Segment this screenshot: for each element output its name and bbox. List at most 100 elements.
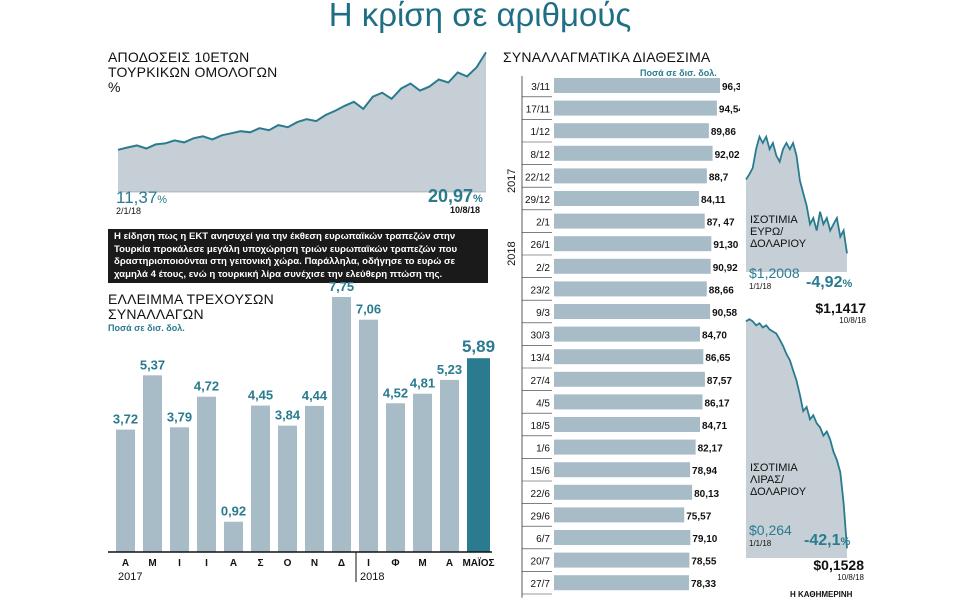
reserves-date-label: 29/6 (531, 511, 551, 522)
deficit-value-label: 4,45 (248, 388, 273, 403)
eur-change-value: -4,92 (806, 274, 843, 291)
try-usd-chart (745, 318, 848, 558)
reserves-value-label: 86,17 (705, 398, 730, 409)
reserves-date-label: 20/7 (531, 557, 551, 568)
news-box: Η είδηση πως η ΕΚΤ ανησυχεί για την έκθε… (108, 229, 488, 283)
reserves-bar (554, 236, 712, 252)
try-panel-title: ΙΣΟΤΙΜΙΑ ΛΙΡΑΣ/ ΔΟΛΑΡΙΟΥ (750, 462, 806, 498)
deficit-bar (386, 403, 405, 552)
bond-start-unit: % (157, 194, 168, 206)
reserves-date-label: 6/7 (536, 534, 550, 545)
deficit-year-2018: 2018 (360, 571, 384, 583)
deficit-month-label: Ι (367, 558, 370, 569)
reserves-value-label: 86,65 (705, 353, 730, 364)
reserves-date-label: 4/5 (536, 398, 550, 409)
deficit-value-label: 4,72 (194, 379, 219, 394)
reserves-value-label: 82,17 (698, 444, 723, 455)
reserves-value-label: 89,86 (711, 127, 736, 138)
reserves-date-label: 15/6 (531, 466, 551, 477)
reserves-date-label: 13/4 (531, 353, 551, 364)
reserves-unit: Ποσά σε δισ. δολ. (640, 68, 717, 78)
reserves-bar (554, 100, 717, 116)
reserves-value-label: 80,13 (694, 489, 719, 500)
deficit-panel-title: ΕΛΛΕΙΜΜΑ ΤΡΕΧΟΥΣΩΝ ΣΥΝΑΛΛΑΓΩΝ (108, 292, 274, 322)
deficit-title-line-1: ΕΛΛΕΙΜΜΑ ΤΡΕΧΟΥΣΩΝ (108, 291, 274, 307)
reserves-value-label: 87, 47 (707, 218, 735, 229)
deficit-bar (170, 427, 189, 552)
deficit-value-label: 5,23 (437, 362, 462, 377)
deficit-month-label: Μ (418, 558, 426, 569)
try-change-value: -42,1 (804, 532, 841, 549)
reserves-date-label: 22/6 (531, 489, 551, 500)
bond-start-value: 11,37 (116, 188, 158, 207)
eur-start-value: $1,2008 (749, 265, 800, 281)
reserves-date-label: 2/1 (536, 218, 550, 229)
reserves-value-label: 92,02 (715, 150, 740, 161)
reserves-value-label: 90,58 (712, 308, 737, 319)
reserves-value-label: 87,57 (707, 376, 732, 387)
reserves-bar (554, 530, 691, 545)
eur-title-line-3: ΔΟΛΑΡΙΟΥ (750, 238, 807, 250)
bond-start-date: 2/1/18 (116, 206, 142, 216)
reserves-value-label: 96,32 (722, 82, 740, 93)
reserves-bar (554, 575, 689, 591)
deficit-bar (305, 405, 324, 552)
reserves-bar (554, 191, 699, 206)
eur-panel-title: ΙΣΟΤΙΜΙΑ ΕΥΡΩ/ ΔΟΛΑΡΙΟΥ (750, 214, 806, 250)
reserves-bar (554, 78, 720, 93)
reserves-bar (554, 394, 703, 410)
deficit-month-label: Ι (205, 558, 208, 569)
deficit-month-label: Σ (257, 558, 263, 569)
deficit-value-label: 7,75 (329, 280, 354, 294)
deficit-value-label: 3,72 (113, 412, 138, 427)
deficit-bar (467, 358, 490, 552)
try-title-line-1: ΙΣΟΤΙΜΙΑ (750, 462, 798, 474)
deficit-value-label: 7,06 (356, 302, 381, 317)
reserves-bar (554, 484, 693, 500)
reserves-value-label: 88,7 (709, 172, 729, 183)
reserves-bar (554, 417, 700, 432)
reserves-bar (554, 439, 696, 455)
reserves-value-label: 84,70 (702, 331, 727, 342)
deficit-bar (197, 396, 216, 552)
deficit-value-label: 4,81 (410, 376, 435, 391)
bond-end-date: 10/8/18 (449, 205, 480, 215)
deficit-month-label: ΜΑΪΟΣ (462, 556, 494, 569)
deficit-value-label: 3,79 (167, 409, 192, 424)
bond-title-line-3: % (108, 79, 121, 95)
reserves-date-label: 8/12 (531, 150, 551, 161)
page-title: Η κρίση σε αριθμούς (328, 0, 632, 33)
deficit-value-label: 4,52 (383, 385, 408, 400)
reserves-value-label: 91,30 (713, 240, 738, 251)
bond-title-line-2: ΤΟΥΡΚΙΚΩΝ ΟΜΟΛΟΓΩΝ (108, 64, 278, 80)
deficit-month-label: Φ (391, 558, 399, 569)
deficit-unit: Ποσά σε δισ. δολ. (108, 323, 185, 333)
deficit-month-label: Α (230, 558, 237, 569)
reserves-bar (554, 507, 685, 523)
reserves-panel-title: ΣΥΝΑΛΛΑΓΜΑΤΙΚΑ ΔΙΑΘΕΣΙΜΑ (503, 49, 711, 65)
reserves-date-label: 26/1 (531, 240, 551, 251)
deficit-bar (332, 297, 351, 552)
deficit-month-label: Ν (311, 558, 318, 569)
reserves-value-label: 90,92 (713, 263, 738, 274)
deficit-bar (413, 393, 432, 552)
bond-end-unit: % (473, 193, 483, 205)
deficit-year-2017: 2017 (118, 571, 142, 583)
eur-end-value: $1,1417 (815, 300, 866, 316)
reserves-bar (554, 123, 709, 139)
deficit-bar (143, 375, 162, 552)
reserves-date-label: 29/12 (525, 195, 550, 206)
reserves-date-label: 22/12 (525, 172, 550, 183)
reserves-value-label: 94,54 (719, 105, 740, 116)
eur-end-label: $1,1417 10/8/18 (806, 300, 866, 325)
try-start-value: $0,264 (749, 522, 792, 538)
deficit-month-label: Ο (284, 558, 292, 569)
eur-title-line-2: ΕΥΡΩ/ (750, 226, 784, 238)
deficit-month-label: Δ (338, 558, 345, 569)
eur-usd-chart (745, 134, 848, 272)
deficit-month-label: Μ (148, 558, 156, 569)
reserves-value-label: 88,66 (709, 285, 734, 296)
try-usd-area (746, 319, 847, 558)
reserves-value-label: 84,11 (701, 195, 726, 206)
reserves-date-label: 30/3 (531, 331, 551, 342)
